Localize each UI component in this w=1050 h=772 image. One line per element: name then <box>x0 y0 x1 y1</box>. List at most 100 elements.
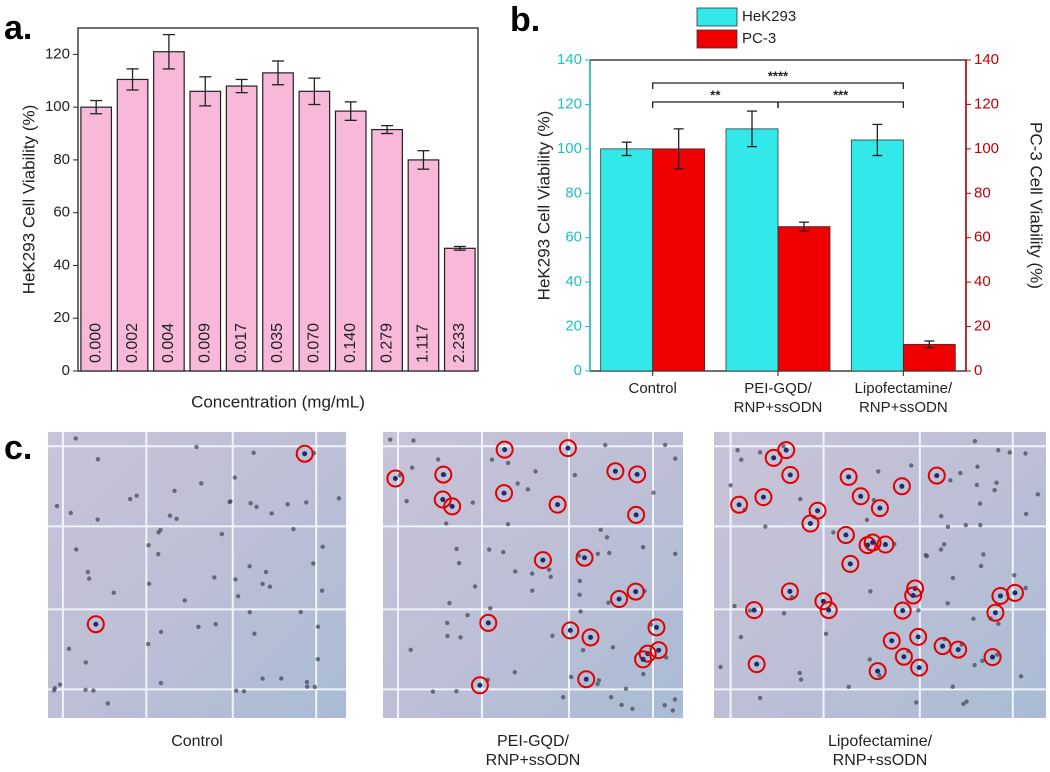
stained-cell <box>477 682 483 688</box>
cell <box>529 571 535 576</box>
cell-highlight <box>581 628 600 647</box>
cell <box>488 606 493 611</box>
cell <box>172 488 177 494</box>
cell <box>251 450 256 455</box>
y-tick-label: 20 <box>565 318 582 335</box>
bar <box>153 51 185 372</box>
bar <box>777 226 831 372</box>
cell <box>938 547 944 552</box>
y2-tick-label: 40 <box>974 273 991 290</box>
stained-cell <box>901 654 907 660</box>
cell <box>182 598 187 603</box>
cell-highlight <box>647 618 666 637</box>
stained-cell <box>640 656 646 662</box>
stained-cell <box>997 593 1003 599</box>
cell <box>95 457 101 462</box>
cell <box>95 517 100 522</box>
bar <box>334 110 367 372</box>
cell <box>992 487 997 493</box>
cell <box>85 569 91 575</box>
cell <box>662 702 667 708</box>
cell <box>747 608 753 613</box>
cell <box>981 552 986 557</box>
cell <box>219 531 225 537</box>
cell <box>619 702 624 708</box>
stained-cell <box>771 455 777 461</box>
bar <box>725 128 779 372</box>
cell <box>1023 585 1028 591</box>
cell <box>445 620 450 626</box>
stained-cell <box>877 505 883 511</box>
cell <box>610 645 616 650</box>
cell-highlight <box>575 548 594 567</box>
cell <box>577 592 582 597</box>
cell <box>596 678 602 683</box>
panel-label: c. <box>4 429 32 467</box>
cell <box>285 502 290 507</box>
stained-cell <box>826 607 832 613</box>
cell <box>961 701 966 707</box>
cell-highlight <box>754 488 773 507</box>
cell <box>228 499 233 504</box>
cell <box>199 481 204 486</box>
bar-label: 0.000 <box>87 323 104 363</box>
cell <box>923 552 928 558</box>
cell <box>213 621 218 627</box>
cell <box>158 629 164 635</box>
cell-highlight <box>851 487 870 506</box>
cell <box>846 684 851 690</box>
cell <box>430 689 436 694</box>
cell <box>670 708 676 713</box>
cell <box>718 664 723 670</box>
cell <box>578 609 583 614</box>
y-tick-label: 20 <box>53 309 70 326</box>
cell <box>83 687 88 693</box>
y-tick-label: 0 <box>574 362 582 379</box>
cell <box>241 689 247 694</box>
cell <box>1018 674 1024 679</box>
cell-highlight <box>495 440 514 459</box>
y-tick-label: 0 <box>62 362 70 379</box>
stained-cell <box>807 520 813 526</box>
cell <box>568 674 574 680</box>
significance-bracket <box>652 101 779 108</box>
cell-highlight <box>814 592 833 611</box>
cell-highlight <box>781 465 800 484</box>
cell <box>595 681 600 687</box>
cell-highlight <box>561 621 580 640</box>
cell <box>623 686 629 692</box>
bar-label: 0.017 <box>233 323 250 363</box>
cell <box>311 561 316 566</box>
cell <box>465 612 470 618</box>
cell <box>52 685 58 691</box>
cell <box>501 549 506 555</box>
bar-label: 0.002 <box>124 323 141 363</box>
stained-cell <box>1012 590 1018 596</box>
stained-cell <box>736 502 742 508</box>
y-axis-title: HeK293 Cell Viability (%) <box>534 111 553 301</box>
cell <box>995 652 1000 657</box>
cell <box>763 524 768 529</box>
cell-highlight <box>470 676 489 695</box>
bar <box>652 148 706 372</box>
significance-bracket <box>777 101 904 108</box>
cell <box>607 550 612 556</box>
stained-cell <box>783 447 789 453</box>
cell <box>735 447 740 453</box>
panel-label: b. <box>510 1 540 39</box>
cell <box>971 616 976 621</box>
cell <box>235 594 241 599</box>
bar-label: 0.140 <box>342 323 359 363</box>
cell <box>454 688 459 694</box>
bar <box>262 72 294 372</box>
stained-cell <box>555 502 561 508</box>
cell <box>831 530 836 535</box>
cell <box>781 611 787 616</box>
stained-cell <box>653 624 659 630</box>
stained-cell <box>915 634 921 640</box>
stained-cell <box>440 497 446 503</box>
cell <box>950 575 956 581</box>
bar-label: 0.004 <box>160 323 177 363</box>
cell <box>603 442 608 448</box>
cell <box>1023 511 1029 517</box>
